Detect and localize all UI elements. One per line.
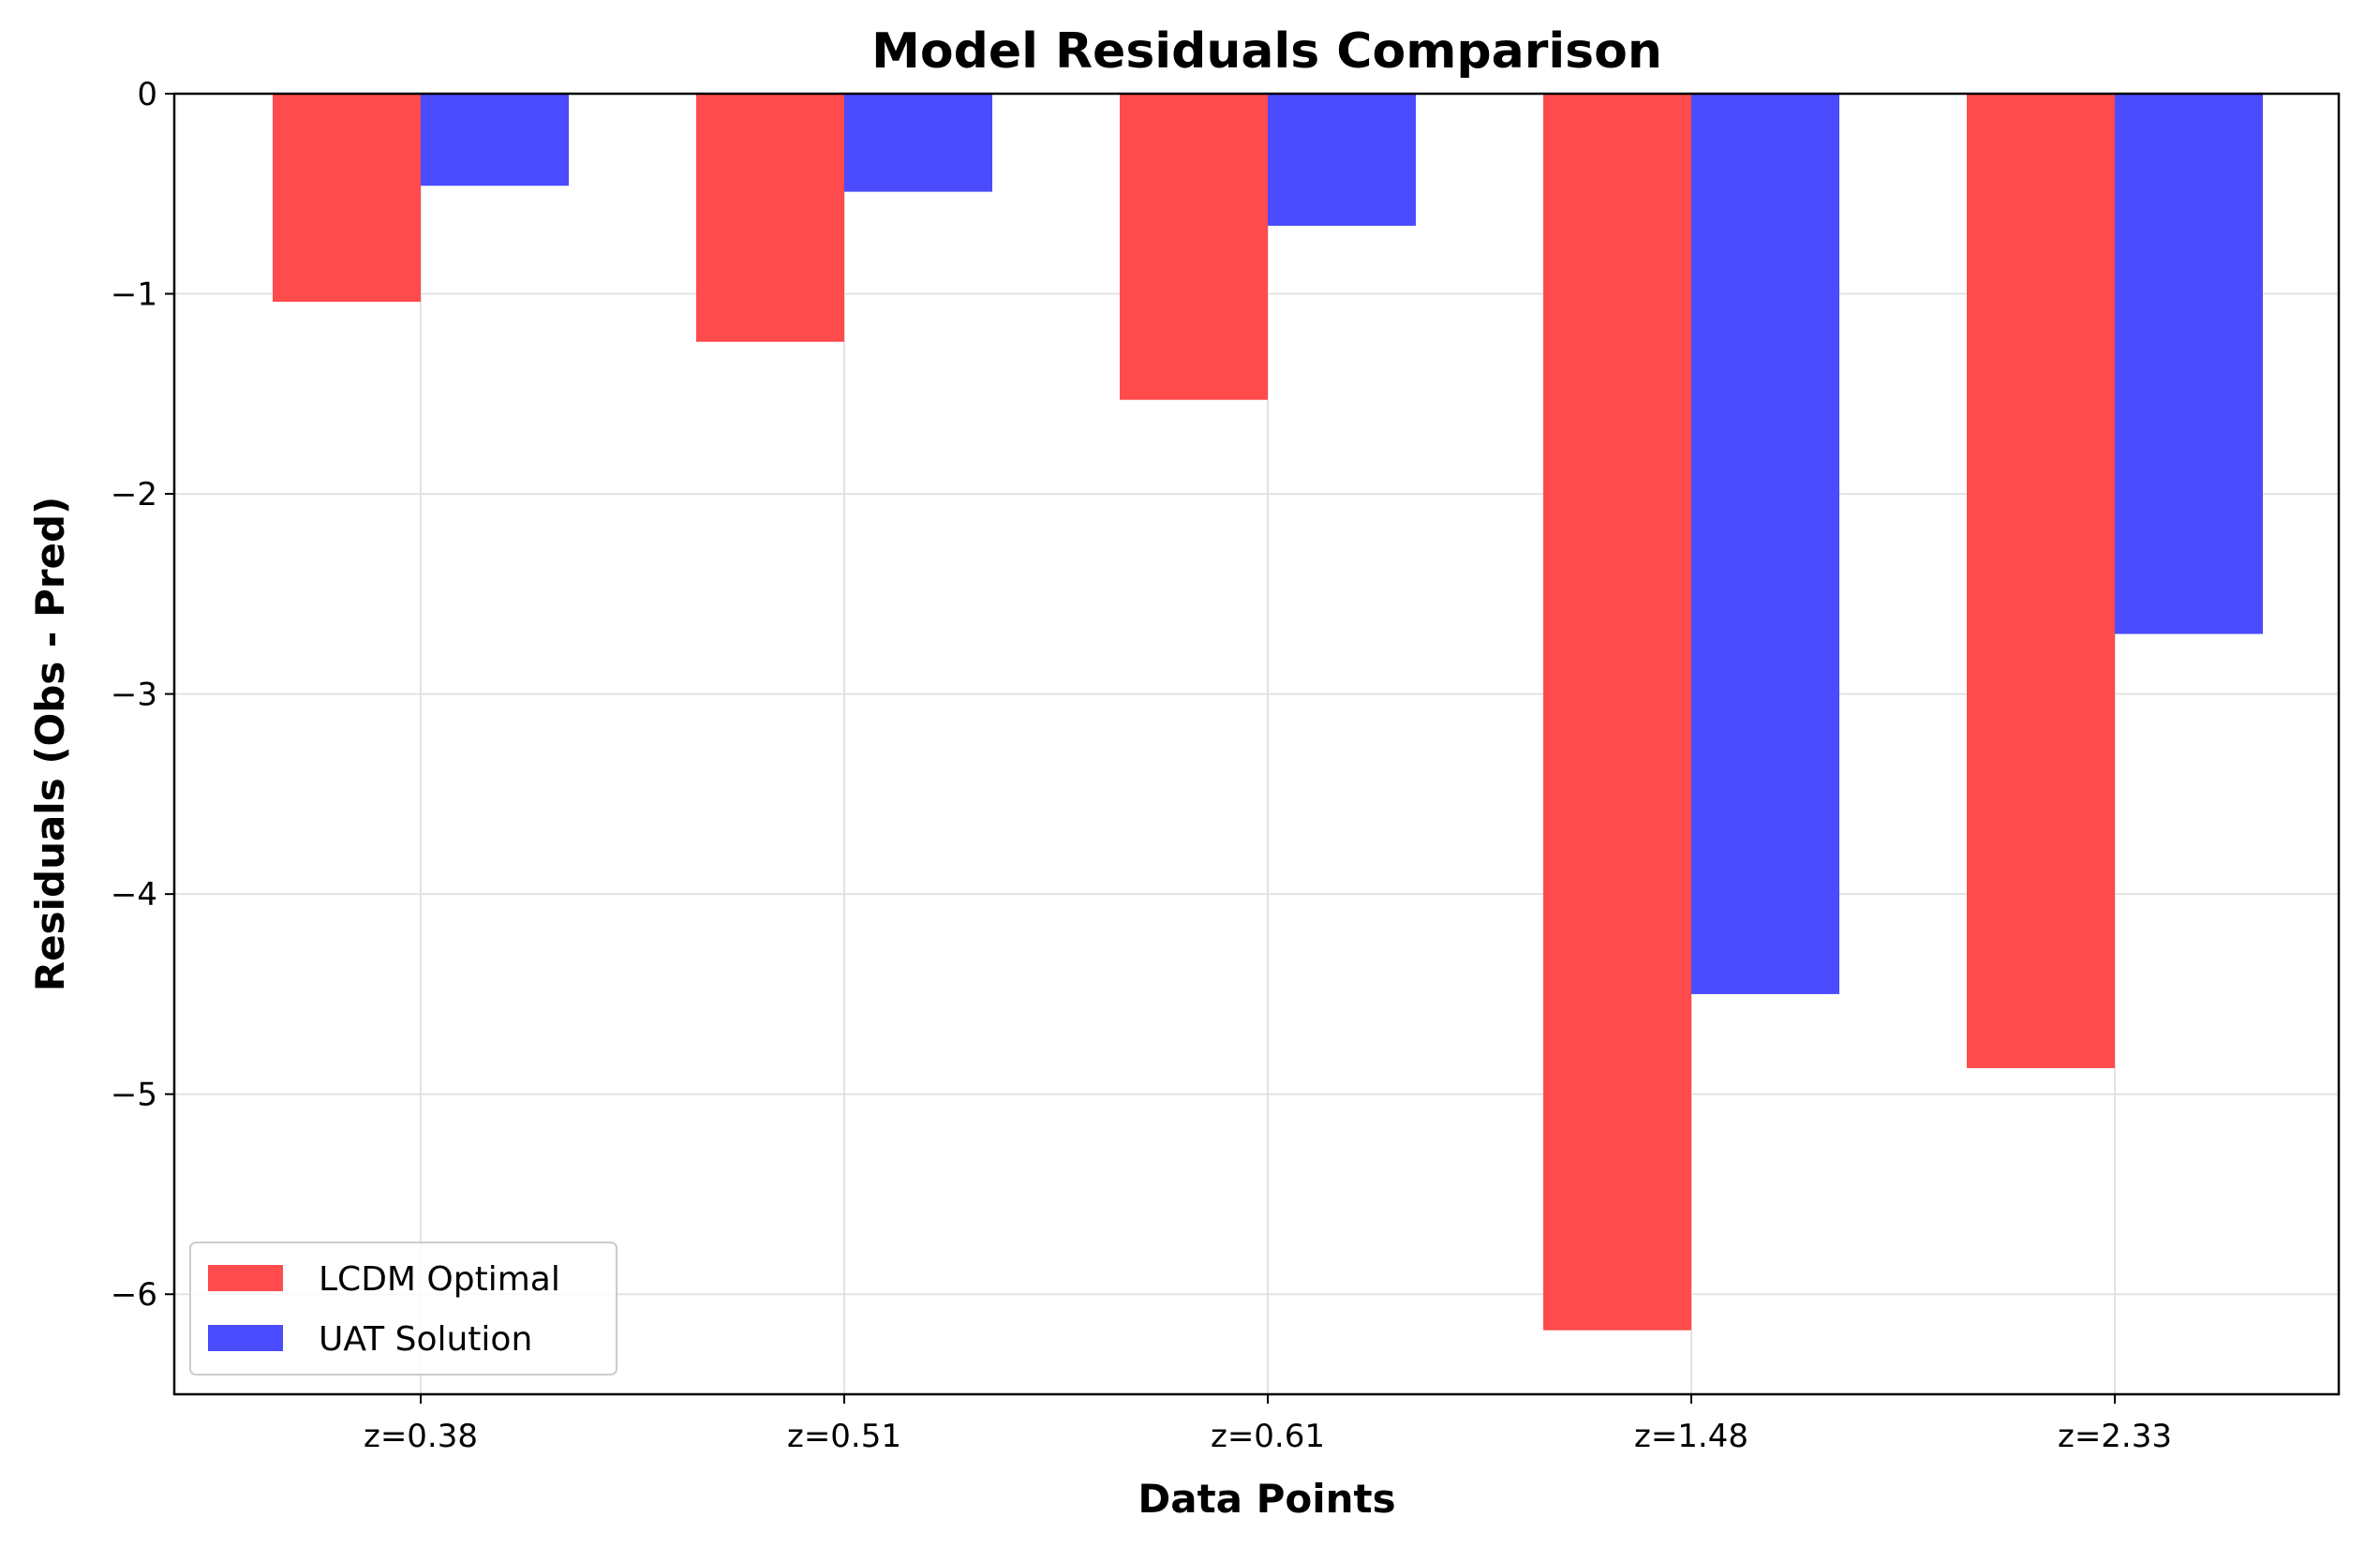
plot-frame <box>172 92 2341 1396</box>
y-tick-label: −4 <box>111 876 157 914</box>
legend-label-lcdm: LCDM Optimal <box>319 1260 560 1299</box>
x-tick-label: z=0.38 <box>364 1418 478 1455</box>
bar-lcdm-optimal-3 <box>1543 94 1691 1331</box>
x-axis: z=0.38 z=0.51 z=0.61 z=1.48 z=2.33 <box>364 1394 2172 1455</box>
bar-lcdm-optimal-2 <box>1120 94 1268 400</box>
y-tick-label: −6 <box>111 1276 157 1314</box>
bar-uat-solution-4 <box>2115 94 2263 634</box>
bar-lcdm-optimal-1 <box>696 94 844 342</box>
x-tick-label: z=1.48 <box>1634 1418 1748 1455</box>
legend-swatch-lcdm <box>208 1265 283 1291</box>
x-tick-label: z=2.33 <box>2058 1418 2172 1455</box>
chart-title: Model Residuals Comparison <box>871 23 1662 80</box>
bar-uat-solution-1 <box>844 94 992 192</box>
y-tick-label: −1 <box>111 276 157 314</box>
bar-lcdm-optimal-4 <box>1967 94 2115 1068</box>
legend-swatch-uat <box>208 1325 283 1351</box>
y-tick-label: −2 <box>111 476 157 513</box>
bar-uat-solution-0 <box>421 94 569 186</box>
y-axis: 0 −1 −2 −3 −4 −5 −6 <box>111 76 174 1314</box>
bar-uat-solution-3 <box>1691 94 1839 994</box>
legend: LCDM Optimal UAT Solution <box>189 1242 617 1376</box>
x-tick-label: z=0.61 <box>1211 1418 1325 1455</box>
bar-uat-solution-2 <box>1268 94 1416 226</box>
bars <box>273 94 2263 1331</box>
y-axis-label: Residuals (Obs - Pred) <box>27 497 73 991</box>
x-axis-label: Data Points <box>1138 1476 1395 1522</box>
y-tick-label: 0 <box>137 76 157 113</box>
y-tick-label: −3 <box>111 677 157 714</box>
legend-frame <box>189 1242 617 1376</box>
x-tick-label: z=0.51 <box>787 1418 901 1455</box>
legend-label-uat: UAT Solution <box>319 1320 532 1359</box>
bar-lcdm-optimal-0 <box>273 94 421 303</box>
y-tick-label: −5 <box>111 1077 157 1114</box>
